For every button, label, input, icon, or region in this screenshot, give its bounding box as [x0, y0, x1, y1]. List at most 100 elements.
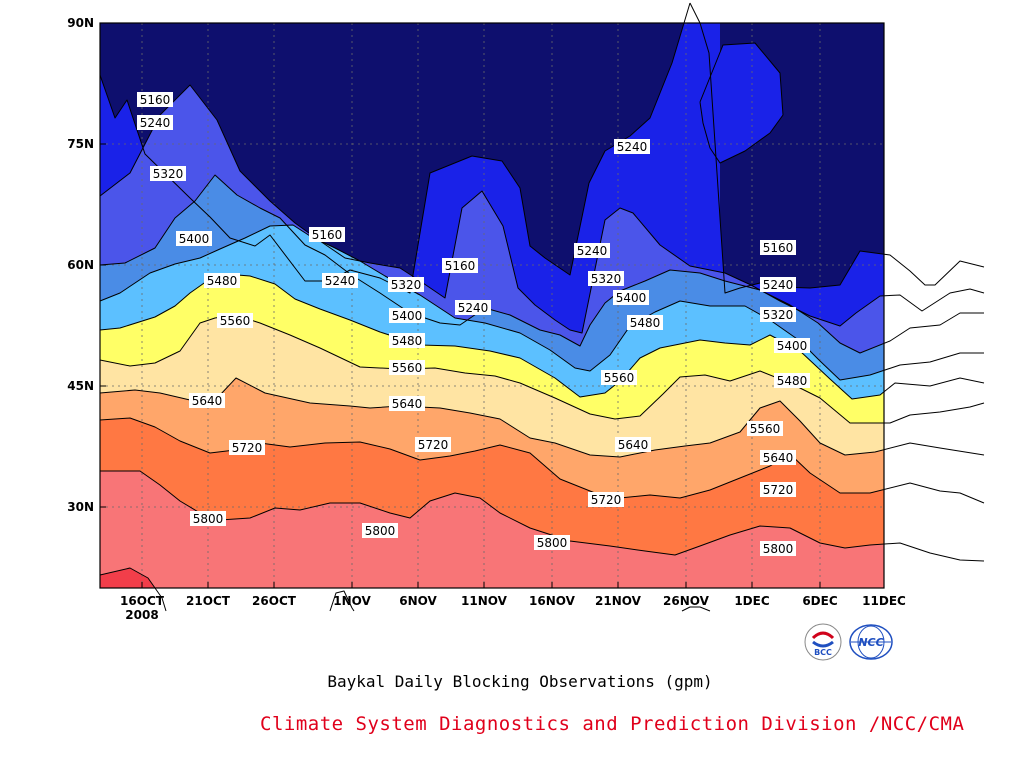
contour-label-5800: 5800 — [190, 511, 226, 526]
bcc-logo-text: BCC — [814, 648, 832, 657]
contour-label-text: 5640 — [618, 438, 649, 452]
credit-text: Climate System Diagnostics and Predictio… — [260, 713, 965, 735]
x-tick-label: 21NOV — [595, 594, 642, 608]
contour-label-5240: 5240 — [760, 277, 796, 292]
contour-label-text: 5720 — [232, 441, 263, 455]
contour-line-5880 — [99, 567, 167, 612]
contour-labels: 5160 5240 5320 5400 5480 5560 5160 5240 5320 5400… — [137, 92, 810, 556]
y-tick-label: 75N — [67, 137, 94, 151]
x-tick-label: 6NOV — [399, 594, 437, 608]
contour-label-5720: 5720 — [415, 437, 451, 452]
contour-label-text: 5560 — [220, 314, 251, 328]
contour-line-5640 — [99, 377, 985, 458]
contour-label-5800: 5800 — [362, 523, 398, 538]
contour-label-5640: 5640 — [389, 396, 425, 411]
contour-label-text: 5720 — [763, 483, 794, 497]
axes: 16OCT 21OCT 26OCT 1NOV 6NOV 11NOV 16NOV 21NOV 26… — [67, 16, 906, 622]
contour-label-text: 5640 — [392, 397, 423, 411]
contour-label-5320: 5320 — [588, 271, 624, 286]
contour-line-5400 — [99, 224, 984, 381]
contour-label-text: 5800 — [365, 524, 396, 538]
contour-label-5320: 5320 — [760, 307, 796, 322]
contour-label-text: 5320 — [391, 278, 422, 292]
contour-line-5880 — [329, 590, 355, 612]
contour-label-text: 5240 — [325, 274, 356, 288]
x-tick-label: 26NOV — [663, 594, 710, 608]
x-tick-label: 21OCT — [186, 594, 231, 608]
contour-label-5160: 5160 — [137, 92, 173, 107]
contour-label-5400: 5400 — [774, 338, 810, 353]
contour-label-5160: 5160 — [442, 258, 478, 273]
contour-label-text: 5800 — [193, 512, 224, 526]
contour-label-text: 5560 — [750, 422, 781, 436]
x-tick-label: 11DEC — [862, 594, 906, 608]
y-tick-label: 45N — [67, 379, 94, 393]
x-tick-label: 26OCT — [252, 594, 297, 608]
contour-label-5560: 5560 — [601, 370, 637, 385]
contour-label-5720: 5720 — [229, 440, 265, 455]
contour-label-text: 5240 — [763, 278, 794, 292]
contour-label-5160: 5160 — [760, 240, 796, 255]
y-tick-label: 30N — [67, 500, 94, 514]
contour-label-text: 5320 — [591, 272, 622, 286]
contour-label-text: 5160 — [763, 241, 794, 255]
contour-label-text: 5240 — [140, 116, 171, 130]
ncc-logo-text: NCC — [858, 636, 883, 649]
contour-line-5240 — [99, 84, 985, 334]
contour-label-5800: 5800 — [760, 541, 796, 556]
contour-label-text: 5640 — [192, 394, 223, 408]
contour-label-text: 5400 — [392, 309, 423, 323]
contour-label-5560: 5560 — [389, 360, 425, 375]
band-above-5800 — [100, 471, 884, 588]
contour-label-5320: 5320 — [150, 166, 186, 181]
contour-label-text: 5560 — [392, 361, 423, 375]
plot-area: 5160 5240 5320 5400 5480 5560 5160 5240 5320 5400… — [99, 2, 985, 612]
chart-title: Baykal Daily Blocking Observations (gpm) — [327, 672, 713, 691]
y-tick-label: 90N — [67, 16, 94, 30]
contour-label-text: 5160 — [140, 93, 171, 107]
contour-label-text: 5320 — [153, 167, 184, 181]
contour-label-5240: 5240 — [455, 300, 491, 315]
x-tick-label: 16OCT — [120, 594, 165, 608]
contour-label-5240: 5240 — [614, 139, 650, 154]
contour-label-5240: 5240 — [574, 243, 610, 258]
contour-label-5720: 5720 — [588, 492, 624, 507]
contour-label-text: 5800 — [763, 542, 794, 556]
contour-label-text: 5160 — [445, 259, 476, 273]
contour-label-text: 5480 — [392, 334, 423, 348]
contour-line-5160 — [99, 2, 691, 294]
contour-label-5240: 5240 — [322, 273, 358, 288]
contour-label-5160: 5160 — [309, 227, 345, 242]
contour-line-5880 — [681, 606, 711, 612]
bcc-logo: BCC — [804, 623, 842, 661]
contour-label-text: 5480 — [207, 274, 238, 288]
contour-label-5560: 5560 — [217, 313, 253, 328]
contour-label-text: 5160 — [312, 228, 343, 242]
contour-label-text: 5400 — [179, 232, 210, 246]
y-tick-label: 60N — [67, 258, 94, 272]
x-year-label: 2008 — [125, 608, 158, 622]
band-above-5880 — [100, 568, 155, 588]
contour-label-5400: 5400 — [389, 308, 425, 323]
contour-line-5160 — [689, 2, 985, 294]
x-tick-label: 16NOV — [529, 594, 576, 608]
contour-label-text: 5240 — [617, 140, 648, 154]
contour-label-5400: 5400 — [176, 231, 212, 246]
contour-label-5560: 5560 — [747, 421, 783, 436]
contour-label-text: 5400 — [777, 339, 808, 353]
contour-label-text: 5800 — [537, 536, 568, 550]
contour-line-5240 — [699, 42, 784, 164]
contour-label-text: 5400 — [616, 291, 647, 305]
contour-label-text: 5720 — [418, 438, 449, 452]
contour-label-5480: 5480 — [627, 315, 663, 330]
contour-label-text: 5720 — [591, 493, 622, 507]
contour-label-5480: 5480 — [774, 373, 810, 388]
contour-label-5320: 5320 — [388, 277, 424, 292]
contour-label-5800: 5800 — [534, 535, 570, 550]
contour-label-5240: 5240 — [137, 115, 173, 130]
contour-line-5800 — [100, 470, 985, 562]
contour-label-5640: 5640 — [760, 450, 796, 465]
ncc-logo: NCC — [849, 624, 893, 660]
contour-label-text: 5480 — [777, 374, 808, 388]
